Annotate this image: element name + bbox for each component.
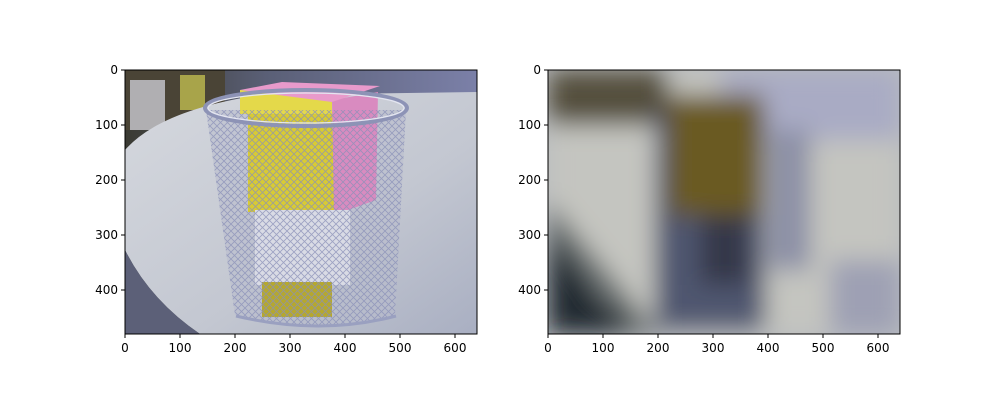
left-x-tick-label: 100	[169, 341, 192, 355]
left-x-tick-label: 500	[389, 341, 412, 355]
right-y-tick-label: 200	[518, 173, 541, 187]
right-x-tick-label: 100	[592, 341, 615, 355]
left-y-tick-label: 100	[95, 118, 118, 132]
left-axes-frame	[124, 69, 478, 335]
left-x-tick-label: 600	[444, 341, 467, 355]
right-y-tick-label: 0	[533, 63, 541, 77]
left-y-tick-label: 300	[95, 228, 118, 242]
right-axes-frame	[547, 69, 901, 335]
left-x-tick-label: 0	[121, 341, 129, 355]
right-x-tick-label: 300	[702, 341, 725, 355]
left-x-tick-label: 400	[334, 341, 357, 355]
right-x-tick-label: 0	[544, 341, 552, 355]
right-x-tick-label: 200	[647, 341, 670, 355]
right-x-tick-label: 400	[757, 341, 780, 355]
left-y-tick-label: 0	[110, 63, 118, 77]
left-x-tick-label: 300	[279, 341, 302, 355]
left-y-tick-label: 200	[95, 173, 118, 187]
right-y-tick-label: 300	[518, 228, 541, 242]
right-y-tick-label: 100	[518, 118, 541, 132]
right-y-tick-label: 400	[518, 283, 541, 297]
left-x-tick-label: 200	[224, 341, 247, 355]
left-y-tick-label: 400	[95, 283, 118, 297]
left-image	[125, 70, 477, 334]
right-x-tick-label: 500	[812, 341, 835, 355]
right-x-tick-label: 600	[867, 341, 890, 355]
right-image	[548, 70, 900, 334]
